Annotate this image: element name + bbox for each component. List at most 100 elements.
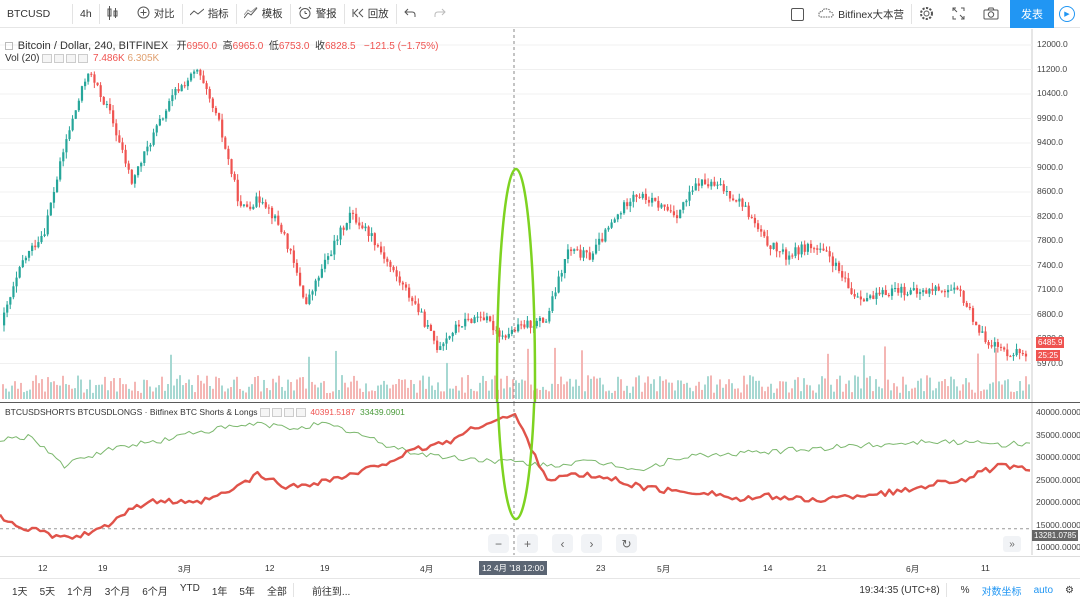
- candle-body: [660, 204, 663, 208]
- axis-settings-button[interactable]: ⚙: [1059, 585, 1080, 596]
- reset-button[interactable]: ↻: [616, 534, 637, 553]
- time-axis-label: 3月: [178, 564, 192, 574]
- range-button[interactable]: 3个月: [104, 586, 131, 598]
- price-axis-label: 9000.0: [1037, 161, 1063, 172]
- time-axis-label: 11: [981, 563, 990, 573]
- play-button[interactable]: ▶: [1054, 0, 1080, 28]
- candle-body: [925, 290, 928, 294]
- candle-body: [140, 162, 143, 167]
- scroll-right-button[interactable]: ›: [581, 534, 602, 553]
- open-label: 开: [176, 41, 187, 52]
- chart-nav-buttons: − + ‹ › ↻: [488, 534, 637, 553]
- price-axis-label: 6800.0: [1037, 308, 1063, 319]
- percent-toggle[interactable]: %: [960, 584, 970, 596]
- volume-bar: [314, 384, 316, 399]
- close-mini-icon[interactable]: [283, 408, 294, 418]
- range-button[interactable]: 5年: [239, 586, 255, 598]
- candle-body: [928, 288, 931, 294]
- interval-select[interactable]: 4h: [80, 7, 92, 20]
- candle-body: [806, 243, 809, 252]
- candle-body: [230, 159, 233, 174]
- range-button[interactable]: 1天: [12, 586, 28, 598]
- indicator-axis-label: 15000.0000: [1036, 519, 1080, 530]
- candle-body: [576, 249, 579, 251]
- alert-button[interactable]: 警报: [291, 0, 344, 28]
- candle-body: [77, 100, 80, 111]
- eye-icon[interactable]: [42, 53, 53, 63]
- range-button[interactable]: YTD: [179, 582, 200, 594]
- close-mini-icon[interactable]: [66, 53, 77, 63]
- volume-bar: [644, 382, 646, 399]
- volume-bar: [869, 376, 871, 399]
- indicator-pane[interactable]: BTCUSDSHORTS BTCUSDLONGS · Bitfinex BTC …: [0, 181, 1080, 555]
- volume-bar: [587, 375, 589, 399]
- high-value: 6965.0: [232, 41, 264, 52]
- candle-body: [993, 342, 996, 347]
- candle-body: [401, 282, 404, 285]
- candle-body: [1018, 349, 1021, 354]
- top-toolbar: BTCUSD 4h 对比 指标 模板 警报 回放: [0, 0, 1080, 28]
- candle-body: [813, 248, 816, 250]
- gear-icon: ⚙: [1065, 584, 1074, 596]
- candle-body: [31, 245, 34, 252]
- candle-body: [1003, 347, 1006, 350]
- replay-button[interactable]: 回放: [345, 0, 396, 28]
- candle-body: [598, 238, 601, 245]
- candle-body: [610, 222, 613, 228]
- range-button[interactable]: 1年: [211, 586, 228, 598]
- layout-select[interactable]: Bitfinex大本营: [811, 0, 911, 28]
- undo-button[interactable]: [397, 0, 427, 28]
- more-mini-icon[interactable]: [295, 408, 306, 418]
- fullscreen-toggle[interactable]: [784, 0, 811, 28]
- indicators-button[interactable]: 指标: [183, 0, 236, 28]
- volume-bar: [713, 392, 715, 399]
- compare-button[interactable]: 对比: [130, 0, 182, 28]
- range-button[interactable]: 1个月: [67, 586, 93, 598]
- volume-bar: [773, 392, 775, 399]
- settings-mini-icon[interactable]: [54, 53, 65, 63]
- volume-bar: [704, 384, 706, 399]
- redo-button[interactable]: [427, 0, 457, 28]
- volume-bar: [74, 388, 76, 399]
- volume-value-b: 6.305K: [127, 53, 160, 64]
- volume-bar: [677, 380, 679, 399]
- collapse-legend-icon[interactable]: [5, 42, 13, 51]
- range-button[interactable]: 全部: [266, 586, 287, 598]
- volume-bar: [35, 375, 37, 399]
- volume-bar: [194, 392, 196, 399]
- auto-scale-toggle[interactable]: auto: [1033, 584, 1054, 596]
- candle-body: [545, 321, 548, 323]
- volume-bar: [635, 377, 637, 399]
- range-button[interactable]: 6个月: [142, 586, 168, 598]
- goto-date-button[interactable]: 前往到...: [311, 586, 351, 598]
- range-button[interactable]: 5天: [39, 586, 56, 598]
- settings-mini-icon[interactable]: [271, 408, 282, 418]
- legend-title: Bitcoin / Dollar, 240, BITFINEX: [17, 40, 169, 52]
- eye-icon[interactable]: [259, 408, 270, 418]
- candle-body: [99, 85, 102, 98]
- candle-body: [420, 311, 423, 313]
- time-axis[interactable]: 12 19 3月 12 19 4月 12 4月 '18 12:00 23 5月 14 21 6月 11: [0, 556, 1080, 578]
- candle-body: [96, 82, 99, 86]
- settings-button[interactable]: [912, 0, 945, 28]
- price-chart-pane[interactable]: Bitcoin / Dollar, 240, BITFINEX 开6950.0 …: [0, 29, 1080, 591]
- templates-button[interactable]: 模板: [237, 0, 290, 28]
- candle-body: [454, 324, 457, 333]
- scroll-left-button[interactable]: ‹: [552, 534, 573, 553]
- chart-style-button[interactable]: [100, 0, 130, 28]
- candle-body: [716, 184, 719, 186]
- more-mini-icon[interactable]: [78, 53, 89, 63]
- log-scale-toggle[interactable]: 对数坐标: [981, 586, 1022, 598]
- volume-bar: [341, 375, 343, 399]
- snapshot-button[interactable]: [976, 0, 1010, 28]
- zoom-in-button[interactable]: +: [517, 534, 538, 553]
- publish-button[interactable]: 发表: [1010, 0, 1054, 28]
- candle-body: [869, 295, 872, 299]
- candle-body: [267, 207, 271, 209]
- symbol-search[interactable]: BTCUSD: [7, 7, 51, 20]
- candle-body: [1015, 349, 1018, 356]
- expand-button[interactable]: [945, 0, 976, 28]
- volume-bar: [527, 348, 529, 399]
- zoom-out-button[interactable]: −: [488, 534, 509, 553]
- scroll-to-end-button[interactable]: »: [1003, 536, 1021, 552]
